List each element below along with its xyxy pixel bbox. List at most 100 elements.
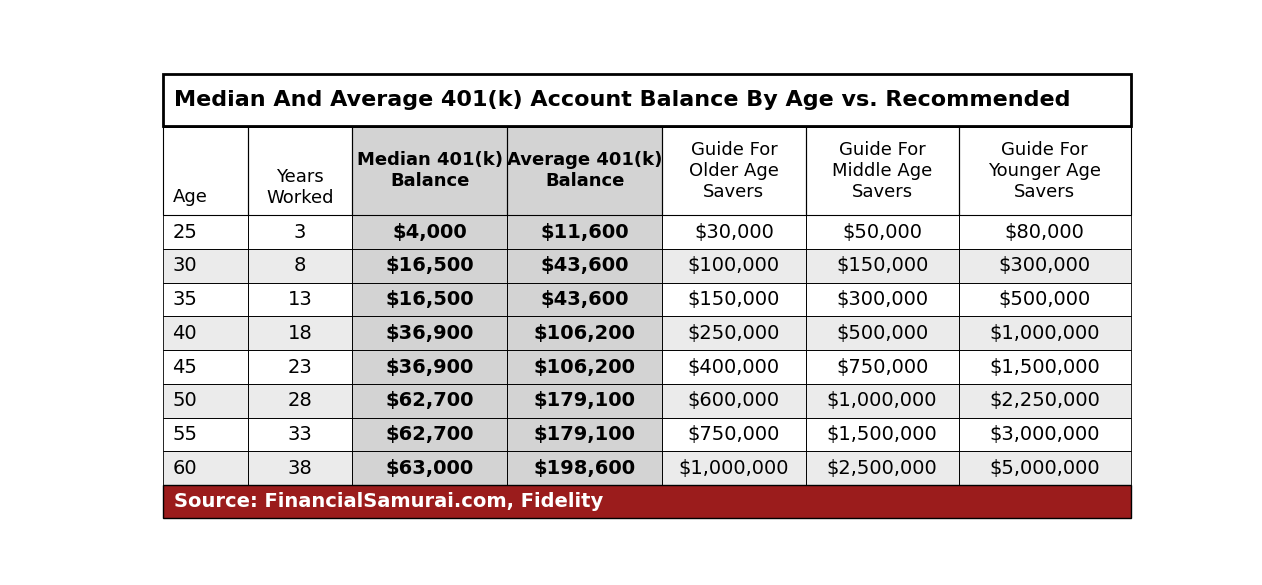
Bar [959,126,1131,215]
Bar [163,452,247,485]
Bar [663,316,805,350]
Bar [805,418,959,452]
Bar [663,418,805,452]
Bar [163,384,247,418]
Text: $30,000: $30,000 [694,222,774,242]
Bar [352,215,507,249]
Bar [163,215,247,249]
Bar [507,215,663,249]
Bar [163,350,247,384]
Bar [663,126,805,215]
Text: $106,200: $106,200 [534,357,636,377]
Text: $500,000: $500,000 [998,290,1090,309]
Bar [507,452,663,485]
Text: $198,600: $198,600 [534,459,636,478]
Bar [247,384,352,418]
Text: $150,000: $150,000 [688,290,780,309]
Text: $50,000: $50,000 [842,222,923,242]
Text: $250,000: $250,000 [688,324,780,343]
Bar [163,215,247,249]
Text: Source: FinancialSamurai.com, Fidelity: Source: FinancialSamurai.com, Fidelity [174,492,603,511]
Bar [352,249,507,283]
Bar [163,126,247,215]
Bar [959,384,1131,418]
Bar [663,283,805,316]
Text: $62,700: $62,700 [386,425,475,444]
Text: 33: 33 [288,425,313,444]
Text: Median 401(k)
Balance: Median 401(k) Balance [357,152,502,190]
Bar [959,249,1131,283]
Bar [959,283,1131,316]
Bar [247,418,352,452]
Text: 60: 60 [173,459,197,478]
Bar [663,418,805,452]
Text: Guide For
Middle Age
Savers: Guide For Middle Age Savers [832,141,933,201]
Bar [507,316,663,350]
Text: $150,000: $150,000 [835,256,929,276]
Bar [352,384,507,418]
Text: $2,250,000: $2,250,000 [989,391,1100,410]
Bar [663,126,805,215]
Bar [247,316,352,350]
Bar [959,215,1131,249]
Bar [247,350,352,384]
Bar [805,384,959,418]
Bar [507,249,663,283]
Bar [663,215,805,249]
Text: Age: Age [173,188,207,206]
Bar [247,316,352,350]
Text: $36,900: $36,900 [386,357,475,377]
Bar [507,249,663,283]
Bar [805,215,959,249]
Text: Median And Average 401(k) Account Balance By Age vs. Recommended: Median And Average 401(k) Account Balanc… [174,90,1071,110]
Bar [959,350,1131,384]
Text: 30: 30 [173,256,197,276]
Bar [805,215,959,249]
Text: $2,500,000: $2,500,000 [827,459,938,478]
Text: Guide For
Younger Age
Savers: Guide For Younger Age Savers [988,141,1102,201]
Bar [507,316,663,350]
Text: 38: 38 [288,459,313,478]
Bar [163,316,247,350]
Text: $16,500: $16,500 [386,290,475,309]
Bar [352,384,507,418]
Text: $1,500,000: $1,500,000 [989,357,1100,377]
Bar [507,283,663,316]
Bar [663,283,805,316]
Text: $11,600: $11,600 [540,222,630,242]
Bar [805,316,959,350]
Bar [163,74,1131,126]
Bar [959,384,1131,418]
Text: $43,600: $43,600 [540,256,628,276]
Bar [247,215,352,249]
Text: 28: 28 [288,391,313,410]
Text: $1,000,000: $1,000,000 [989,324,1100,343]
Bar [247,452,352,485]
Bar [805,384,959,418]
Bar [805,249,959,283]
Bar [352,418,507,452]
Bar [805,316,959,350]
Text: $750,000: $750,000 [688,425,780,444]
Bar [247,283,352,316]
Bar [959,418,1131,452]
Text: 23: 23 [288,357,313,377]
Bar [959,215,1131,249]
Bar [247,283,352,316]
Text: $1,000,000: $1,000,000 [679,459,789,478]
Bar [163,350,247,384]
Bar [959,283,1131,316]
Text: 35: 35 [173,290,197,309]
Bar [959,452,1131,485]
Bar [663,249,805,283]
Bar [163,418,247,452]
Bar [352,350,507,384]
Bar [805,126,959,215]
Bar [247,418,352,452]
Bar [959,452,1131,485]
Bar [805,249,959,283]
Text: $500,000: $500,000 [835,324,928,343]
Bar [247,215,352,249]
Bar [959,418,1131,452]
Bar [352,126,507,215]
